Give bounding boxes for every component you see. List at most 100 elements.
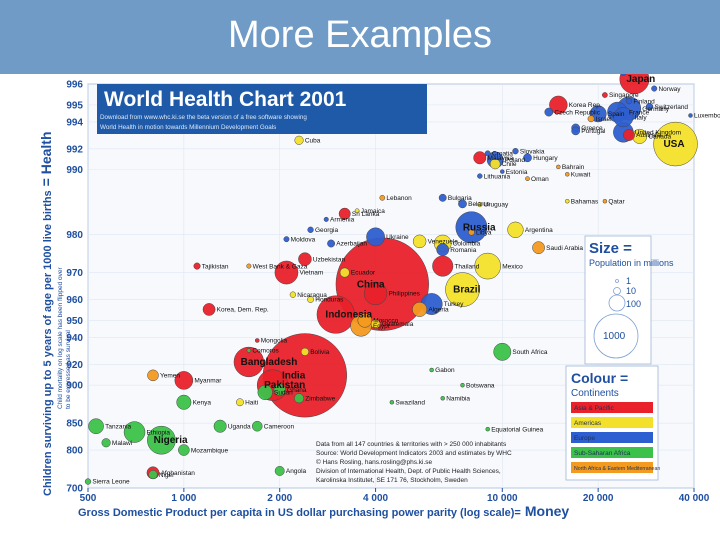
bubble-chile (489, 158, 501, 170)
size-legend-title: Size = (589, 240, 632, 257)
bubble-label: Kenya (193, 399, 212, 406)
colour-legend-swatch (571, 462, 653, 473)
bubble-belarus (458, 199, 467, 209)
bubble-switzerland (645, 103, 654, 111)
y-tick-label: 700 (66, 484, 83, 495)
size-legend-value-10: 10 (626, 286, 636, 296)
bubble-label: Romania (450, 247, 476, 254)
bubble-label: Myanmar (194, 378, 222, 385)
x-axis-label-emphasis: Money (525, 503, 570, 519)
colour-legend-title: Colour = (571, 370, 628, 386)
bubble-label: Algeria (428, 307, 449, 314)
bubble-comoros (246, 348, 252, 353)
bubble-label: Bahamas (571, 198, 599, 205)
bubble-haiti (236, 398, 244, 407)
bubble-label: Mongolia (261, 338, 288, 345)
chart-title: World Health Chart 2001 (104, 88, 347, 111)
chart-subtitle-line-1: Download from www.whc.ki.se the beta ver… (100, 114, 307, 121)
bubble-equatorial-guinea (485, 426, 490, 432)
source-notes: Data from all 147 countries & territorie… (316, 441, 512, 484)
bubble-korea-dem-rep- (202, 303, 216, 316)
bubble-label: Libya (476, 229, 492, 236)
bubble-label: Venezuela (428, 239, 459, 246)
bubble-label: Honduras (315, 297, 344, 304)
bubble-label: Australia (636, 132, 662, 139)
bubble-label: Philippines (388, 291, 420, 298)
bubble-nigeria (147, 425, 176, 455)
bubble-label: China (357, 279, 385, 290)
bubble-norway (651, 85, 658, 92)
bubble-ecuador (339, 267, 350, 278)
bubble-label: Brazil (453, 285, 480, 296)
bubble-moldova (283, 236, 290, 243)
bubble-ukraine (366, 227, 385, 247)
bubble-label: Namibia (446, 395, 470, 402)
bubble-estonia (500, 169, 505, 174)
bubble-label: Qatar (608, 198, 625, 205)
bubble-ethiopia (123, 421, 146, 443)
bubble-australia (623, 129, 635, 141)
bubble-label: Israel (596, 116, 612, 123)
y-tick-label: 900 (66, 381, 83, 392)
bubble-label: Ethiopia (147, 429, 171, 436)
y-axis-note-line-2: to be expressed as survival (65, 330, 72, 409)
bubble-label: Argentina (525, 227, 553, 234)
bubble-label: Ukraine (386, 234, 409, 241)
bubble-armenia (323, 216, 329, 222)
bubble-hungary (523, 153, 532, 163)
bubble-label: Thailand (454, 263, 479, 270)
bubble-namibia (440, 396, 445, 401)
colour-legend-swatch (571, 417, 653, 428)
bubble-singapore (602, 92, 608, 98)
bubble-label: Slovakia (520, 148, 545, 155)
bubble-label: Nigeria (154, 435, 188, 446)
bubble-nicaragua (289, 291, 297, 298)
x-tick-label: 10 000 (487, 493, 518, 504)
bubble-label: Lebanon (386, 195, 412, 202)
y-tick-label: 992 (66, 144, 83, 155)
bubble-label: Bangladesh (241, 357, 298, 368)
bubble-label: Sierra Leone (92, 479, 130, 486)
bubble-label: Uzbekistan (313, 256, 346, 263)
bubble-label: Niger (159, 472, 175, 479)
bubble-tanzania (88, 418, 104, 435)
bubble-label: Gabon (435, 367, 455, 374)
bubble-ghana (273, 383, 286, 396)
bubble-label: Russia (463, 222, 496, 233)
bubble-korea-rep- (549, 95, 568, 115)
y-tick-label: 920 (66, 360, 83, 371)
bubble-georgia (307, 226, 314, 233)
bubble-sweden (620, 74, 627, 76)
bubble-label: Croatia (492, 151, 513, 158)
bubble-label: Ecuador (351, 270, 376, 277)
bubble-czech-republic (544, 107, 554, 117)
bubble-label: Bulgaria (448, 195, 472, 202)
colour-legend-label: Europe (574, 435, 595, 442)
bubble-japan (619, 74, 650, 95)
bubble-label: Vietnam (300, 270, 324, 277)
bubble-label: Greece (581, 125, 603, 132)
colour-legend-subtitle: Continents (571, 388, 619, 399)
y-tick-label: 850 (66, 419, 83, 430)
bubble-usa (653, 121, 698, 167)
bubble-label: Belarus (468, 201, 491, 208)
world-health-chart: 996 995 994 992 990 980 970 960 950 940 920 900 850 8… (36, 74, 720, 540)
size-legend-circle-10 (613, 287, 621, 295)
bubble-saudi-arabia (532, 241, 545, 255)
size-legend-circle-100 (608, 294, 626, 312)
y-tick-label: 970 (66, 268, 83, 279)
bubble-myanmar (174, 371, 194, 390)
chart-subtitle-line-2: World Health in motion towards Millenniu… (100, 124, 276, 131)
bubble-sri-lanka (338, 207, 351, 220)
y-axis-label: Children surviving up to 5 years of age … (38, 131, 54, 496)
source-line-5: Karolinska Institutet, SE 171 76, Stockh… (316, 477, 468, 484)
colour-legend-label: Americas (574, 420, 602, 427)
bubble-philippines (363, 281, 388, 306)
x-tick-label: 40 000 (679, 493, 710, 504)
slide-title: More Examples (228, 14, 492, 56)
bubble-label: Estonia (506, 169, 528, 176)
bubble-uruguay (477, 201, 483, 208)
bubble-malawi (101, 438, 111, 448)
bubble-label: Bahrain (562, 164, 585, 171)
source-line-1: Data from all 147 countries & territorie… (316, 441, 507, 448)
